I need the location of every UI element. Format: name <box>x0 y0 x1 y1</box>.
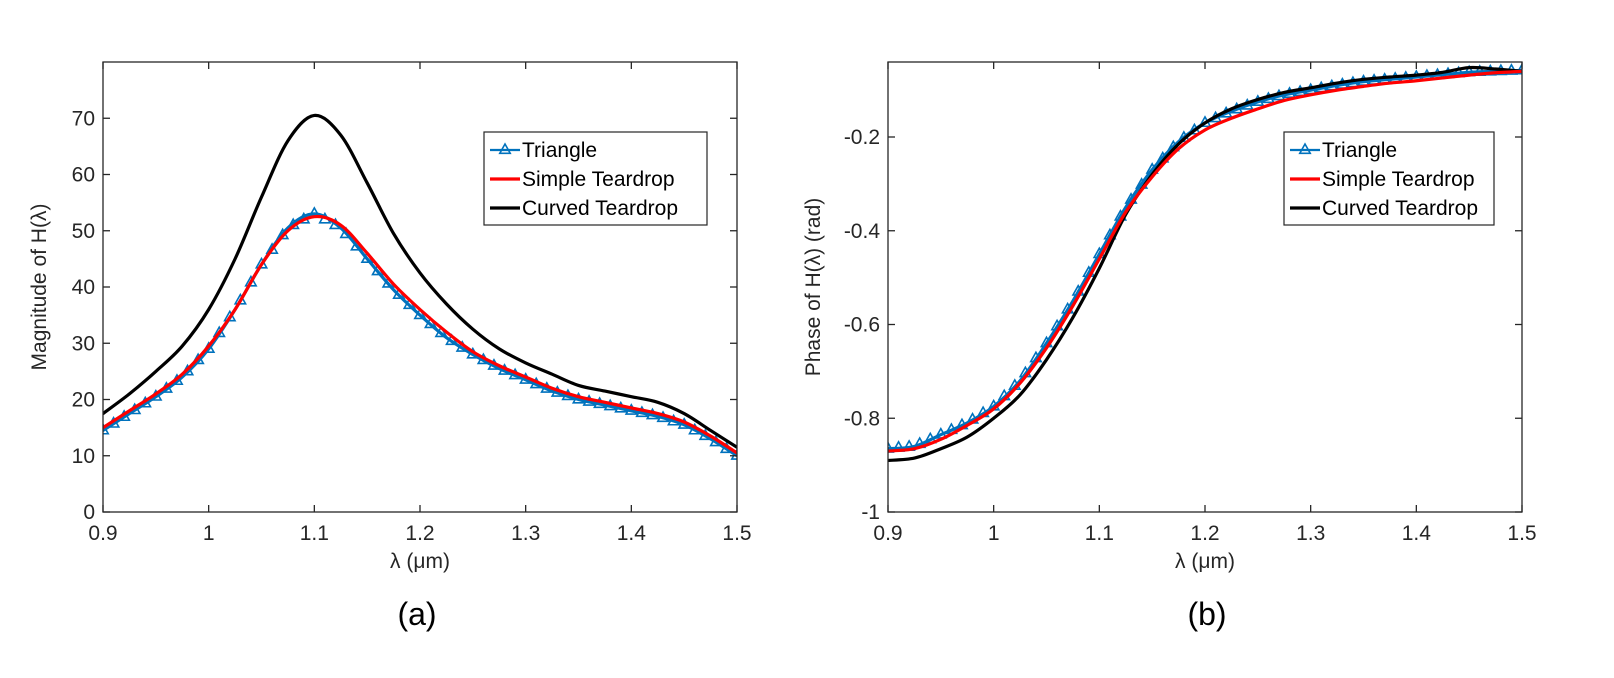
y-axis-label: Phase of H(λ) (rad) <box>802 198 825 377</box>
x-tick-label: 1.3 <box>511 522 540 545</box>
data-point-marker <box>730 448 737 460</box>
x-tick-label: 1.4 <box>1402 522 1432 545</box>
legend-box <box>483 131 708 226</box>
y-tick-label: 10 <box>72 445 95 468</box>
plot-area <box>103 62 737 512</box>
series-simple-teardrop <box>103 214 737 455</box>
x-tick-label: 0.9 <box>873 522 902 545</box>
legend-item-simple-teardrop: Simple Teardrop <box>1290 168 1475 191</box>
legend-label: Triangle <box>522 139 597 162</box>
x-tick-label: 1.1 <box>1085 522 1114 545</box>
x-tick-label: 1.4 <box>617 522 647 545</box>
y-tick-label: 70 <box>72 107 95 130</box>
series-curved-teardrop <box>103 113 737 449</box>
legend-label: Triangle <box>1322 139 1397 162</box>
x-tick-label: 1 <box>988 522 1000 545</box>
series-line-curved-teardrop <box>103 113 737 449</box>
x-tick-label: 1.1 <box>300 522 329 545</box>
legend-item-simple-teardrop: Simple Teardrop <box>490 168 675 191</box>
series-line-simple-teardrop <box>888 69 1522 453</box>
series-curved-teardrop <box>888 65 1522 463</box>
y-tick-label: -0.2 <box>844 126 880 149</box>
legend-label: Curved Teardrop <box>522 197 678 220</box>
y-tick-label: 60 <box>72 164 95 187</box>
y-tick-label: 50 <box>72 220 95 243</box>
legend-item-triangle: Triangle <box>490 139 597 162</box>
legend-label: Simple Teardrop <box>1322 168 1475 191</box>
y-tick-label: -1 <box>861 501 880 524</box>
panel-a-magnitude-chart: 0.9 1 1.1 1.2 1.3 1.4 1.5 0 10 20 30 40 50 60 70 λ (μm)… <box>28 61 752 632</box>
y-axis-label: Magnitude of H(λ) <box>28 204 51 371</box>
panel-b-phase-chart: 0.9 1 1.1 1.2 1.3 1.4 1.5 -1 -0.8 -0.6 -0.4 -0.2 λ (… <box>802 61 1537 632</box>
legend-label: Simple Teardrop <box>522 168 675 191</box>
data-point-marker <box>1515 62 1522 75</box>
y-tick-label: -0.4 <box>844 220 881 243</box>
x-tick-label: 1 <box>203 522 215 545</box>
legend-item-curved-teardrop: Curved Teardrop <box>490 197 678 220</box>
y-tick-label: 20 <box>72 389 95 412</box>
legend-label: Curved Teardrop <box>1322 197 1478 220</box>
legend-item-curved-teardrop: Curved Teardrop <box>1290 197 1478 220</box>
legend-item-triangle: Triangle <box>1290 139 1397 162</box>
series-line-curved-teardrop <box>888 65 1522 463</box>
y-tick-label: -0.8 <box>844 407 880 430</box>
legend-marker <box>498 142 512 155</box>
series-line-triangle <box>103 212 737 458</box>
series-line-simple-teardrop <box>103 214 737 455</box>
y-tick-label: 30 <box>72 332 95 355</box>
x-axis-label: λ (μm) <box>390 550 450 573</box>
panel-caption: (b) <box>1187 596 1226 632</box>
x-tick-label: 1.3 <box>1296 522 1325 545</box>
y-tick-label: 0 <box>83 501 95 524</box>
series-simple-teardrop <box>888 69 1522 453</box>
data-point-marker <box>212 325 226 338</box>
legend: Triangle Simple Teardrop Curved Teardrop <box>1283 131 1495 226</box>
legend: Triangle Simple Teardrop Curved Teardrop <box>483 131 708 226</box>
x-tick-label: 1.5 <box>1507 522 1536 545</box>
x-tick-label: 1.2 <box>1190 522 1219 545</box>
x-tick-label: 1.5 <box>722 522 751 545</box>
data-point-marker <box>191 352 205 365</box>
x-tick-label: 0.9 <box>88 522 117 545</box>
y-tick-label: 40 <box>72 276 95 299</box>
x-tick-label: 1.2 <box>405 522 434 545</box>
y-tick-label: -0.6 <box>844 314 880 337</box>
legend-marker <box>1298 142 1312 155</box>
data-point-marker <box>888 441 895 453</box>
data-point-marker <box>103 422 110 435</box>
panel-caption: (a) <box>397 596 436 632</box>
data-point-marker <box>244 274 258 287</box>
x-axis-label: λ (μm) <box>1175 550 1235 573</box>
